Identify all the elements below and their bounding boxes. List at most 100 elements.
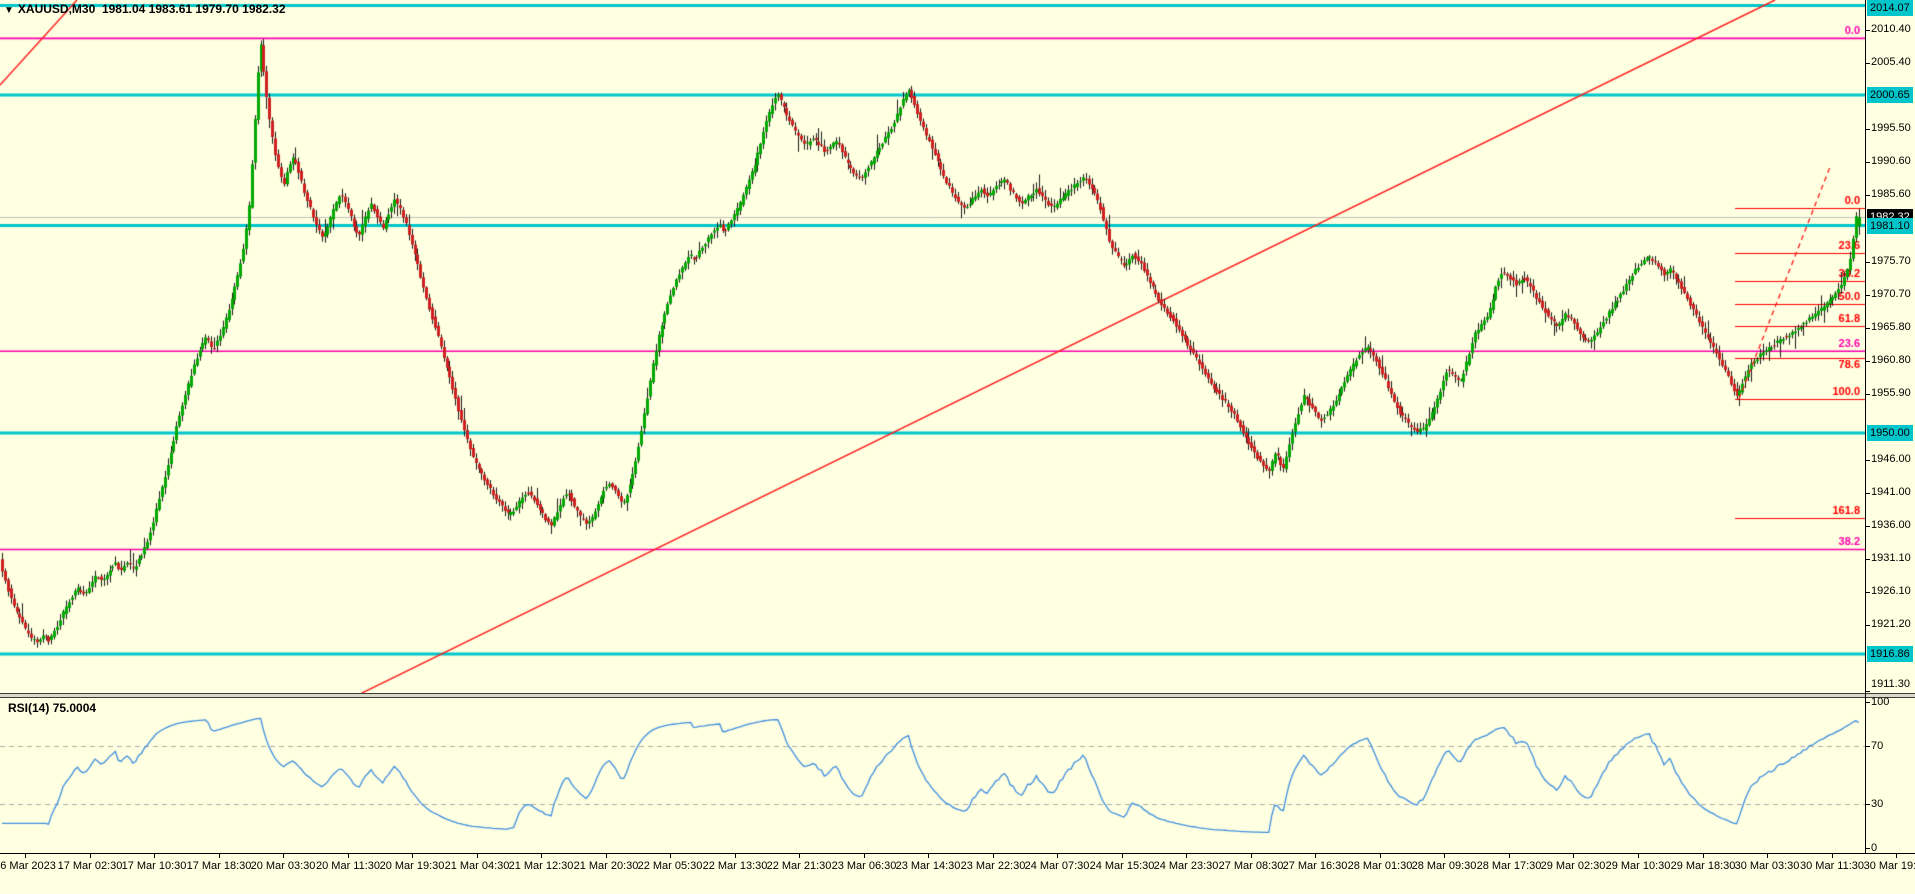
price-axis-label: 2014.07 bbox=[1867, 0, 1913, 16]
time-axis-tick bbox=[219, 853, 220, 858]
time-axis-tick bbox=[1896, 853, 1897, 858]
time-axis-tick bbox=[864, 853, 865, 858]
price-axis-tick bbox=[1865, 361, 1870, 362]
time-axis-tick bbox=[1057, 853, 1058, 858]
time-axis-tick bbox=[606, 853, 607, 858]
price-axis-tick bbox=[1865, 460, 1870, 461]
price-axis-label: 1970.70 bbox=[1871, 287, 1911, 300]
time-axis-label: 29 Mar 02:30 bbox=[1540, 860, 1606, 872]
time-axis-tick bbox=[477, 853, 478, 858]
ohlc-low-value: 1979.70 bbox=[195, 2, 239, 16]
time-axis-tick bbox=[1186, 853, 1187, 858]
price-axis-tick bbox=[1865, 262, 1870, 263]
chart-symbol-title: ▼ XAUUSD,M30 1981.04 1983.61 1979.70 1982… bbox=[4, 2, 286, 16]
time-axis-tick bbox=[1703, 853, 1704, 858]
price-axis-label: 1981.10 bbox=[1867, 217, 1913, 234]
rsi-axis-tick bbox=[1865, 848, 1870, 849]
price-axis-tick bbox=[1865, 592, 1870, 593]
time-axis-label: 24 Mar 23:30 bbox=[1153, 860, 1219, 872]
time-axis-tick bbox=[25, 853, 26, 858]
price-axis-border bbox=[1865, 0, 1866, 853]
ohlc-open-value: 1981.04 bbox=[101, 2, 146, 16]
time-axis-tick bbox=[283, 853, 284, 858]
price-axis-label: 1911.30 bbox=[1871, 678, 1910, 690]
time-axis-tick bbox=[993, 853, 994, 858]
rsi-current-value: 75.0004 bbox=[52, 701, 97, 715]
time-axis-label: 17 Mar 02:30 bbox=[57, 860, 123, 872]
price-axis-label: 1975.70 bbox=[1871, 254, 1911, 267]
price-axis-label: 1990.60 bbox=[1871, 155, 1911, 168]
time-axis-label: 23 Mar 14:30 bbox=[895, 860, 961, 872]
time-axis-tick bbox=[1444, 853, 1445, 858]
main-price-chart[interactable] bbox=[0, 0, 1865, 693]
price-axis-label: 1941.00 bbox=[1871, 486, 1911, 499]
time-axis-label: 29 Mar 18:30 bbox=[1670, 860, 1736, 872]
rsi-indicator-pane[interactable] bbox=[0, 698, 1865, 853]
time-axis-label: 20 Mar 19:30 bbox=[379, 860, 445, 872]
time-axis-tick bbox=[1638, 853, 1639, 858]
price-axis-label: 2005.40 bbox=[1871, 56, 1911, 69]
price-axis-label: 1916.86 bbox=[1867, 646, 1913, 663]
price-axis-label: 1931.10 bbox=[1871, 552, 1911, 565]
price-axis-tick bbox=[1865, 328, 1870, 329]
price-axis-tick bbox=[1865, 195, 1870, 196]
price-axis-label: 1960.80 bbox=[1871, 353, 1911, 366]
time-axis-label: 30 Mar 11:30 bbox=[1799, 860, 1865, 872]
price-axis-tick bbox=[1865, 493, 1870, 494]
rsi-axis-tick bbox=[1865, 804, 1870, 805]
time-axis-tick bbox=[1832, 853, 1833, 858]
time-axis-tick bbox=[1380, 853, 1381, 858]
time-axis-label: 28 Mar 09:30 bbox=[1411, 860, 1477, 872]
time-axis-tick bbox=[670, 853, 671, 858]
time-axis-label: 17 Mar 10:30 bbox=[121, 860, 187, 872]
rsi-indicator-name: RSI(14) bbox=[8, 701, 50, 715]
price-axis-tick bbox=[1865, 30, 1870, 31]
time-axis-label: 21 Mar 12:30 bbox=[508, 860, 574, 872]
time-axis-tick bbox=[1767, 853, 1768, 858]
time-axis-label: 22 Mar 21:30 bbox=[766, 860, 832, 872]
time-axis-tick bbox=[928, 853, 929, 858]
time-axis-tick bbox=[541, 853, 542, 858]
time-axis-tick bbox=[1251, 853, 1252, 858]
time-axis-label: 20 Mar 03:30 bbox=[250, 860, 316, 872]
rsi-scale-label: 70 bbox=[1871, 739, 1884, 752]
rsi-scale-label: 30 bbox=[1871, 798, 1884, 811]
time-axis-label: 24 Mar 07:30 bbox=[1024, 860, 1090, 872]
time-axis-tick bbox=[348, 853, 349, 858]
price-axis-label: 1950.00 bbox=[1867, 425, 1913, 441]
rsi-legend: RSI(14) 75.0004 bbox=[8, 701, 96, 715]
time-axis-label: 30 Mar 03:30 bbox=[1734, 860, 1800, 872]
pane-separator[interactable] bbox=[0, 693, 1915, 698]
time-axis-label: 27 Mar 16:30 bbox=[1282, 860, 1348, 872]
price-axis-label: 1955.90 bbox=[1871, 386, 1911, 399]
price-axis-tick bbox=[1865, 295, 1870, 296]
ohlc-close-value: 1982.32 bbox=[242, 2, 286, 16]
price-axis-label: 1936.00 bbox=[1871, 519, 1911, 532]
price-axis-label: 1921.20 bbox=[1871, 618, 1911, 631]
time-axis-label: 29 Mar 10:30 bbox=[1605, 860, 1671, 872]
time-axis-tick bbox=[412, 853, 413, 858]
symbol-timeframe-label: XAUUSD,M30 bbox=[17, 2, 96, 16]
time-axis-label: 23 Mar 06:30 bbox=[831, 860, 897, 872]
time-axis-label: 28 Mar 17:30 bbox=[1476, 860, 1542, 872]
price-axis-label: 1985.60 bbox=[1871, 188, 1911, 201]
time-axis-label: 24 Mar 15:30 bbox=[1089, 860, 1155, 872]
chevron-down-icon: ▼ bbox=[4, 5, 14, 16]
price-axis-label: 1965.80 bbox=[1871, 320, 1911, 333]
time-axis-tick bbox=[154, 853, 155, 858]
price-axis-label: 2010.40 bbox=[1871, 23, 1911, 36]
time-axis-tick bbox=[735, 853, 736, 858]
price-axis-tick bbox=[1865, 691, 1870, 692]
time-axis-label: 21 Mar 20:30 bbox=[573, 860, 639, 872]
time-axis-border bbox=[0, 853, 1915, 854]
price-axis-tick bbox=[1865, 526, 1870, 527]
time-axis-label: 27 Mar 08:30 bbox=[1218, 860, 1284, 872]
time-axis-tick bbox=[799, 853, 800, 858]
rsi-axis-tick bbox=[1865, 702, 1870, 703]
time-axis-label: 22 Mar 05:30 bbox=[637, 860, 703, 872]
price-axis-tick bbox=[1865, 559, 1870, 560]
ohlc-high-value: 1983.61 bbox=[148, 2, 193, 16]
rsi-scale-label: 0 bbox=[1871, 842, 1878, 854]
time-axis-tick bbox=[1122, 853, 1123, 858]
